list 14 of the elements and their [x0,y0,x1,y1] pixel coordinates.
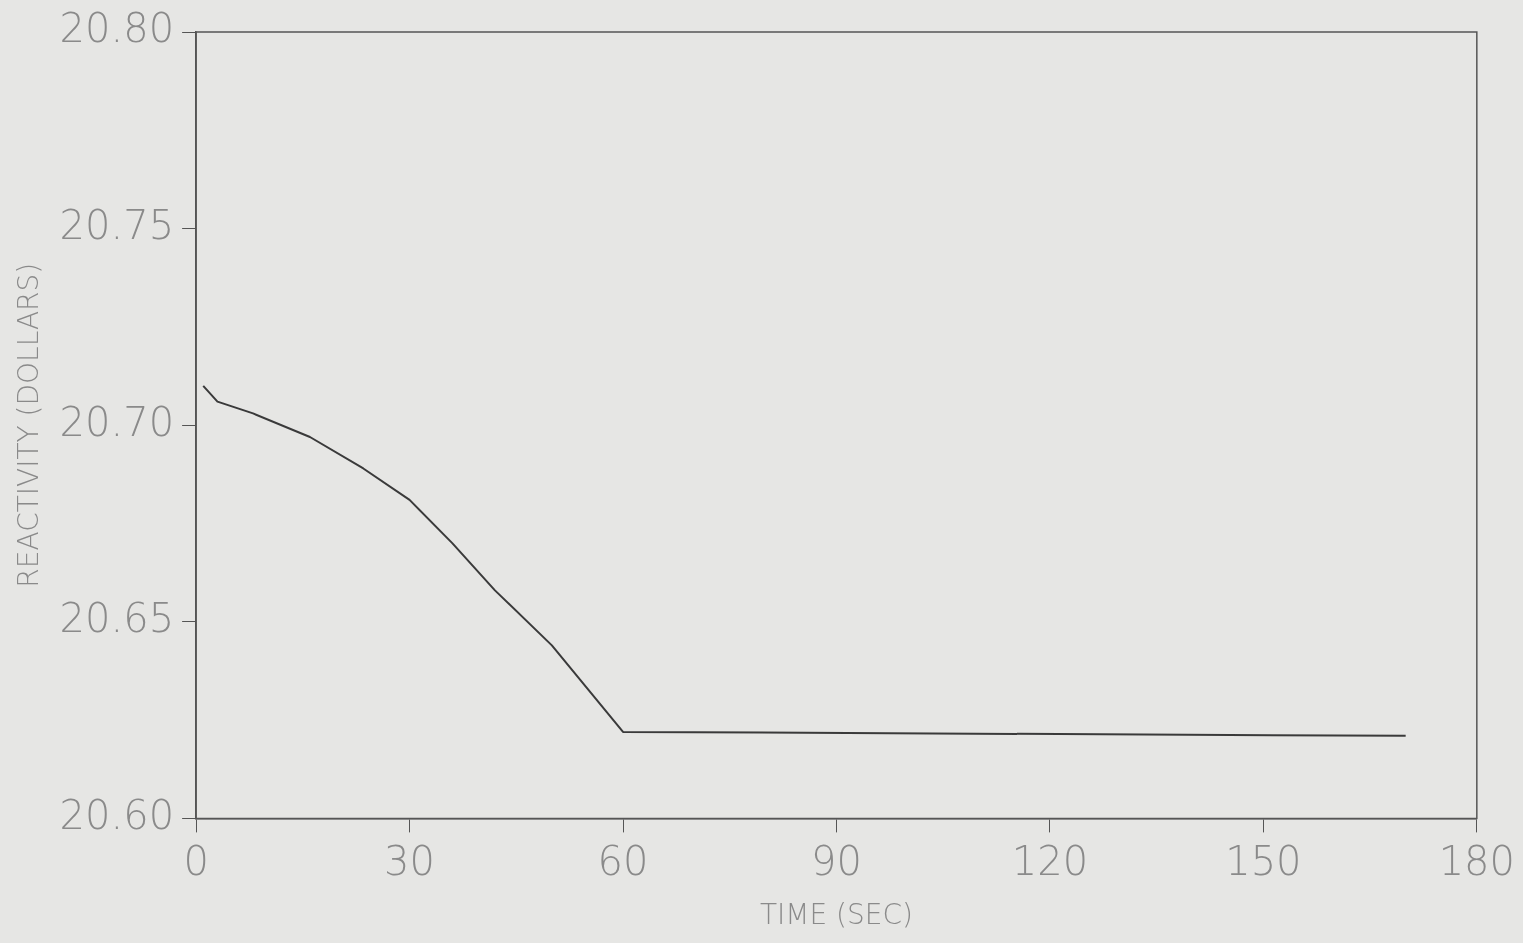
x-axis-title: TIME (SEC) [759,898,913,932]
x-tick-label: 60 [597,837,649,884]
x-tick-label: 120 [1011,837,1089,884]
y-axis-title: REACTIVITY (DOLLARS) [12,262,46,588]
x-tick-label: 0 [183,837,209,884]
x-tick-label: 150 [1225,837,1302,884]
y-tick-label: 20.80 [59,5,175,52]
x-tick-label: 90 [811,837,862,884]
x-tick-label: 180 [1438,837,1516,884]
y-tick-label: 20.60 [59,791,175,838]
x-tick-label: 30 [384,837,436,884]
y-tick-label: 20.75 [59,201,175,248]
y-tick-label: 20.65 [59,595,175,642]
y-tick-label: 20.70 [59,398,175,445]
